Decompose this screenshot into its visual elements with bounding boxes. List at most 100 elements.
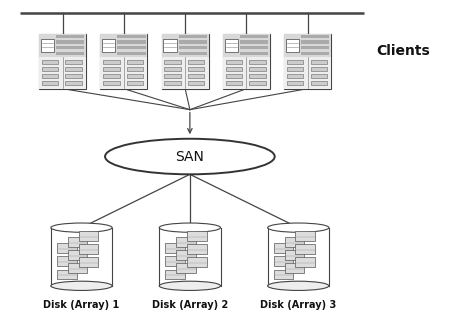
Bar xyxy=(240,35,268,38)
Bar xyxy=(65,74,82,78)
Text: Disk (Array) 1: Disk (Array) 1 xyxy=(44,300,119,310)
Bar xyxy=(179,40,207,43)
Bar xyxy=(56,46,84,49)
Bar xyxy=(100,34,147,57)
Bar xyxy=(164,81,181,85)
Bar xyxy=(310,60,327,64)
Bar xyxy=(68,250,87,260)
Bar xyxy=(249,67,266,71)
Bar xyxy=(284,34,331,57)
Bar xyxy=(310,81,327,85)
Bar xyxy=(103,74,119,78)
Ellipse shape xyxy=(51,223,112,232)
Bar xyxy=(287,67,303,71)
Bar xyxy=(188,67,204,71)
Bar xyxy=(188,60,204,64)
Bar xyxy=(287,74,303,78)
Bar xyxy=(226,60,242,64)
Bar xyxy=(295,244,315,254)
Bar xyxy=(56,52,84,55)
Bar xyxy=(286,39,299,52)
Ellipse shape xyxy=(268,281,329,290)
Bar xyxy=(176,263,196,273)
Bar xyxy=(65,81,82,85)
Bar xyxy=(164,39,177,52)
Bar xyxy=(187,258,207,267)
Bar xyxy=(284,57,331,89)
Bar xyxy=(57,243,77,253)
Bar xyxy=(117,46,146,49)
Bar xyxy=(165,270,185,279)
Bar xyxy=(249,60,266,64)
Bar xyxy=(117,52,146,55)
Bar xyxy=(240,40,268,43)
Bar xyxy=(162,57,209,89)
Bar xyxy=(301,40,329,43)
Bar xyxy=(226,74,242,78)
Bar xyxy=(42,60,58,64)
Bar xyxy=(274,270,293,279)
Bar xyxy=(56,40,84,43)
Bar xyxy=(127,67,143,71)
Bar xyxy=(310,67,327,71)
Bar xyxy=(274,257,293,266)
Bar xyxy=(42,74,58,78)
Bar xyxy=(187,244,207,254)
Bar xyxy=(56,35,84,38)
Bar xyxy=(79,244,98,254)
Bar xyxy=(42,67,58,71)
Bar xyxy=(223,34,270,89)
Ellipse shape xyxy=(159,223,220,232)
Bar xyxy=(274,243,293,253)
Bar xyxy=(295,258,315,267)
Bar xyxy=(159,228,220,286)
Bar xyxy=(226,81,242,85)
Bar xyxy=(162,34,209,89)
Bar xyxy=(240,52,268,55)
Bar xyxy=(165,257,185,266)
Bar xyxy=(68,237,87,246)
Bar xyxy=(284,34,331,89)
Bar xyxy=(249,74,266,78)
Bar xyxy=(287,60,303,64)
Text: SAN: SAN xyxy=(175,150,204,164)
Bar xyxy=(103,67,119,71)
Bar xyxy=(226,67,242,71)
Bar xyxy=(310,74,327,78)
Bar xyxy=(295,231,315,241)
Text: Clients: Clients xyxy=(376,44,430,58)
Bar xyxy=(223,57,270,89)
Bar xyxy=(179,52,207,55)
Bar xyxy=(51,228,112,286)
Bar xyxy=(165,243,185,253)
Bar xyxy=(103,60,119,64)
Bar xyxy=(117,40,146,43)
Bar xyxy=(223,34,270,57)
Bar xyxy=(249,81,266,85)
Bar xyxy=(57,270,77,279)
Bar xyxy=(41,39,54,52)
Bar xyxy=(127,60,143,64)
Ellipse shape xyxy=(268,223,329,232)
Ellipse shape xyxy=(105,139,275,174)
Bar xyxy=(42,81,58,85)
Bar xyxy=(65,60,82,64)
Bar xyxy=(79,231,98,241)
Bar xyxy=(301,52,329,55)
Bar xyxy=(188,81,204,85)
Bar xyxy=(187,231,207,241)
Bar xyxy=(65,67,82,71)
Text: Disk (Array) 3: Disk (Array) 3 xyxy=(260,300,337,310)
Bar xyxy=(57,257,77,266)
Bar xyxy=(127,81,143,85)
Bar xyxy=(103,81,119,85)
Bar xyxy=(301,35,329,38)
Bar xyxy=(164,60,181,64)
Ellipse shape xyxy=(51,281,112,290)
Bar xyxy=(117,35,146,38)
Bar xyxy=(225,39,238,52)
Bar xyxy=(68,263,87,273)
Text: Disk (Array) 2: Disk (Array) 2 xyxy=(152,300,228,310)
Bar xyxy=(164,74,181,78)
Bar xyxy=(100,34,147,89)
